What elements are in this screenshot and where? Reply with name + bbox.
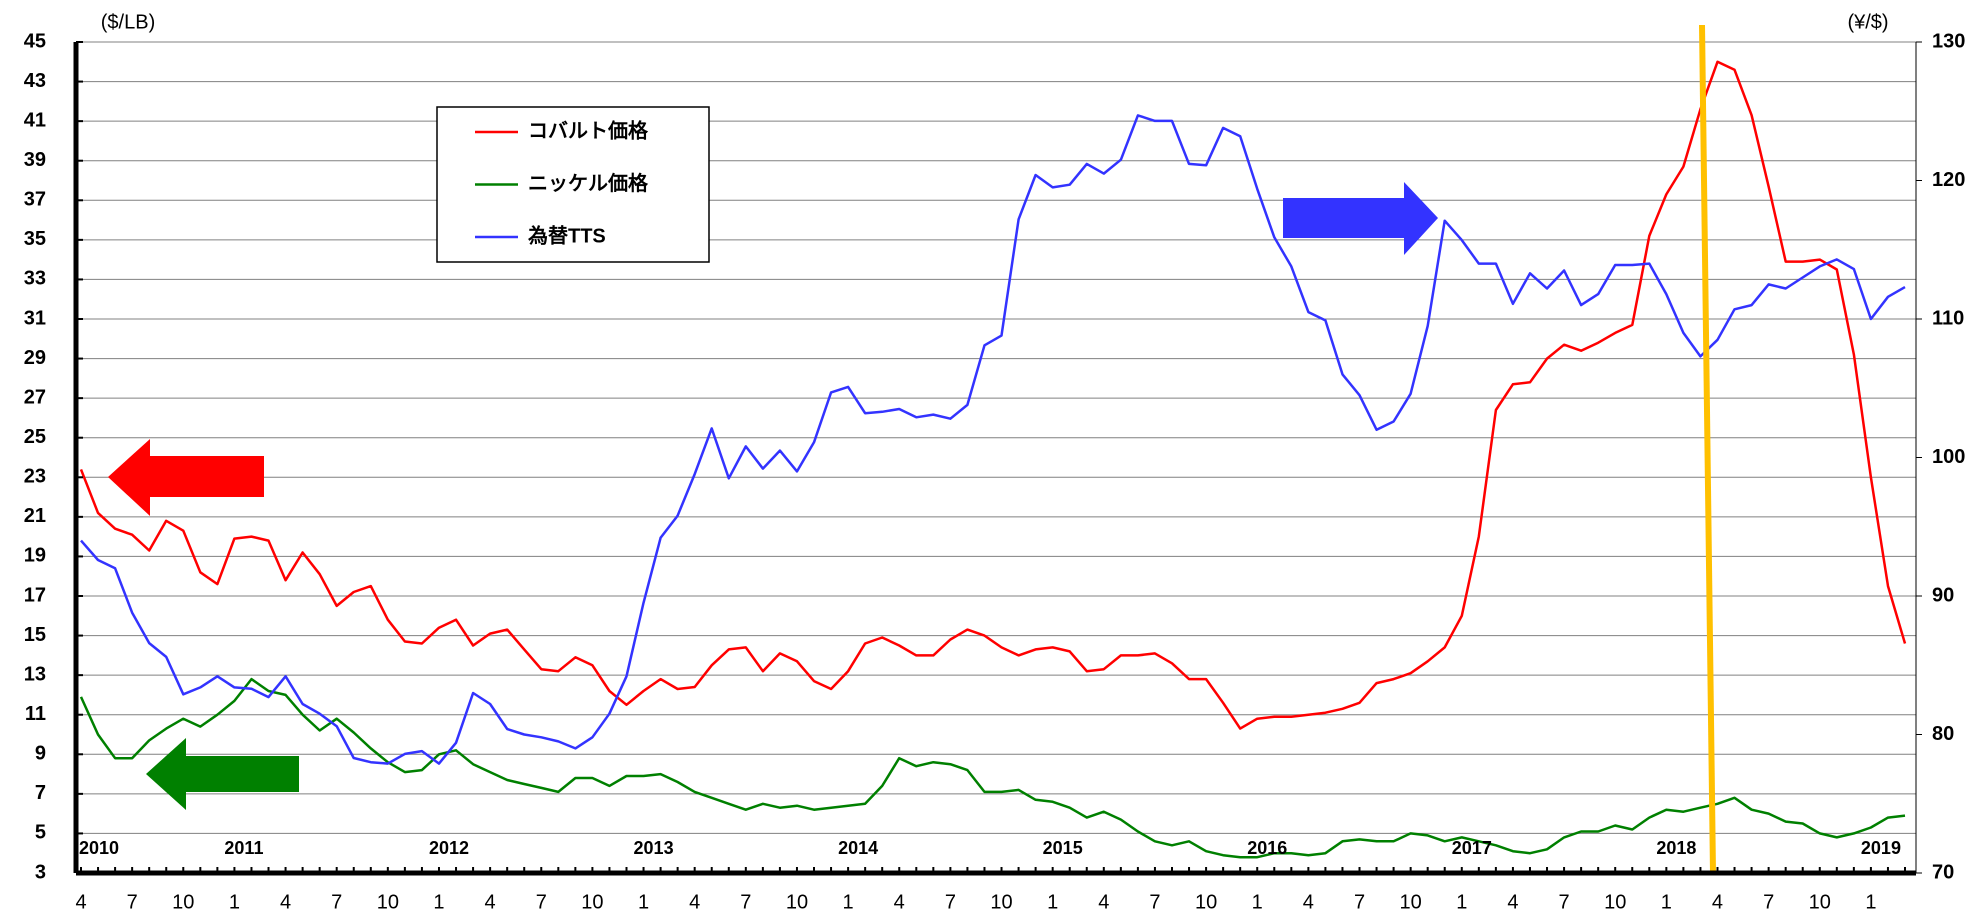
x-tick-label: 4 (280, 891, 291, 913)
right-arrow-blue (1283, 182, 1438, 255)
y-tick-label: 19 (24, 545, 46, 567)
x-tick-label: 1 (1047, 891, 1058, 913)
year-label: 2016 (1247, 838, 1287, 858)
year-label: 2017 (1452, 838, 1492, 858)
y2-tick-label: 70 (1932, 861, 1954, 883)
x-tick-label: 4 (894, 891, 905, 913)
x-tick-label: 4 (1712, 891, 1723, 913)
year-label: 2013 (634, 838, 674, 858)
x-tick-label: 4 (75, 891, 86, 913)
x-tick-label: 7 (1149, 891, 1160, 913)
x-tick-label: 10 (1195, 891, 1217, 913)
y-tick-label: 27 (24, 386, 46, 408)
y-tick-label: 23 (24, 466, 46, 488)
y-tick-label: 25 (24, 426, 46, 448)
x-tick-label: 4 (1303, 891, 1314, 913)
y2-tick-label: 80 (1932, 723, 1954, 745)
year-label: 2018 (1656, 838, 1696, 858)
x-tick-label: 1 (229, 891, 240, 913)
series-line (80, 114, 1906, 765)
year-label: 2019 (1861, 838, 1901, 858)
y2-tick-label: 130 (1932, 30, 1965, 52)
x-tick-label: 10 (786, 891, 808, 913)
x-tick-label: 1 (433, 891, 444, 913)
plot-lines (79, 60, 1907, 859)
x-tick-label: 7 (945, 891, 956, 913)
year-label: 2015 (1043, 838, 1083, 858)
x-tick-label: 7 (1354, 891, 1365, 913)
y-tick-label: 15 (24, 624, 46, 646)
legend-label: 為替TTS (528, 223, 606, 247)
x-tick-label: 1 (1456, 891, 1467, 913)
x-tick-label: 1 (1661, 891, 1672, 913)
x-tick-label: 10 (990, 891, 1012, 913)
y-tick-label: 17 (24, 584, 46, 606)
y-tick-label: 29 (24, 347, 46, 369)
x-tick-label: 10 (1604, 891, 1626, 913)
grid (76, 41, 1916, 874)
x-tick-label: 10 (1809, 891, 1831, 913)
y-tick-label: 31 (24, 307, 46, 329)
y2-tick-label: 90 (1932, 584, 1954, 606)
y-tick-label: 35 (24, 228, 46, 250)
left-arrow-red (108, 439, 264, 516)
x-tick-label: 1 (1252, 891, 1263, 913)
y-tick-label: 37 (24, 189, 46, 211)
y-tick-label: 33 (24, 268, 46, 290)
x-tick-label: 10 (172, 891, 194, 913)
x-tick-label: 10 (377, 891, 399, 913)
y-tick-label: 45 (24, 30, 46, 52)
x-tick-label: 1 (843, 891, 854, 913)
y2-axis-label: (¥/$) (1847, 11, 1888, 33)
x-tick-label: 4 (485, 891, 496, 913)
y-tick-label: 9 (35, 743, 46, 765)
x-tick-label: 10 (1400, 891, 1422, 913)
y-tick-label: 39 (24, 149, 46, 171)
year-label: 2014 (838, 838, 878, 858)
x-tick-label: 1 (1865, 891, 1876, 913)
series-line (79, 60, 1907, 730)
series-line (79, 677, 1906, 859)
marker-line (1699, 24, 1716, 874)
x-tick-label: 10 (581, 891, 603, 913)
y-tick-label: 3 (35, 861, 46, 883)
legend-label: ニッケル価格 (528, 171, 649, 195)
x-tick-label: 4 (1507, 891, 1518, 913)
x-tick-label: 7 (740, 891, 751, 913)
x-tick-label: 4 (1098, 891, 1109, 913)
year-label: 2010 (79, 838, 119, 858)
y-tick-label: 13 (24, 663, 46, 685)
x-tick-label: 7 (536, 891, 547, 913)
y-tick-label: 5 (35, 822, 46, 844)
x-tick-label: 7 (1559, 891, 1570, 913)
x-tick-label: 4 (689, 891, 700, 913)
left-arrow-green (146, 738, 299, 810)
year-label: 2012 (429, 838, 469, 858)
y2-tick-label: 120 (1932, 169, 1965, 191)
y-axis-label: ($/LB) (101, 11, 155, 33)
y2-tick-label: 110 (1932, 307, 1964, 329)
y-tick-label: 41 (24, 109, 46, 131)
y-tick-label: 11 (25, 703, 46, 725)
x-tick-label: 7 (127, 891, 138, 913)
axes: 3579111315171921232527293133353739414345… (24, 30, 1966, 913)
legend-label: コバルト価格 (528, 118, 649, 142)
y2-tick-label: 100 (1932, 446, 1965, 468)
x-tick-label: 1 (638, 891, 649, 913)
y-tick-label: 7 (35, 782, 46, 804)
y-tick-label: 43 (24, 70, 46, 92)
x-tick-label: 7 (1763, 891, 1774, 913)
y-tick-label: 21 (24, 505, 46, 527)
year-label: 2011 (224, 838, 263, 858)
x-tick-label: 7 (331, 891, 342, 913)
